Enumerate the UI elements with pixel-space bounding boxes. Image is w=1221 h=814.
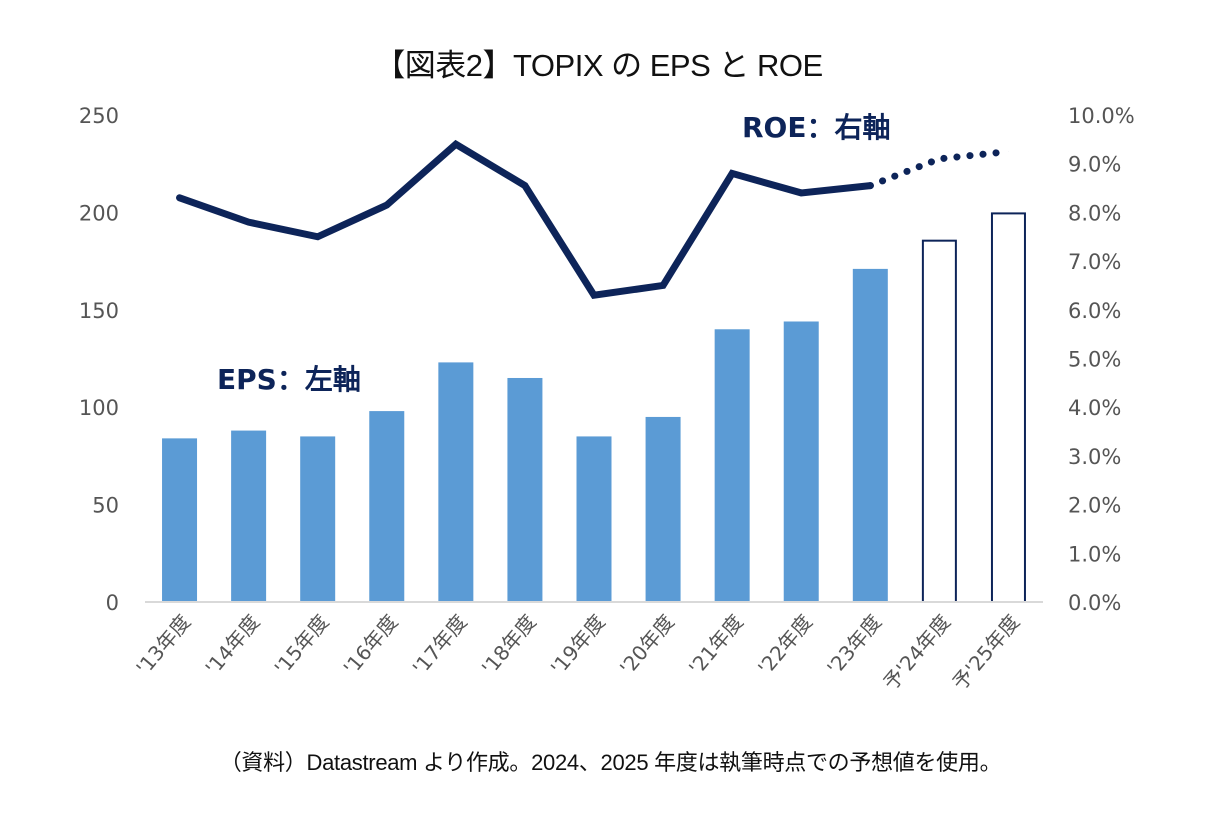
eps-annotation: EPS：左軸 xyxy=(217,363,361,396)
x-tick-label: 予'25年度 xyxy=(947,610,1024,695)
x-tick-label: '22年度 xyxy=(753,610,817,680)
right-tick-label: 2.0% xyxy=(1068,494,1121,518)
eps-bar xyxy=(231,430,267,602)
right-tick-label: 8.0% xyxy=(1068,201,1121,225)
left-axis: 0 50 100 150 200 250 xyxy=(79,104,119,615)
left-tick-label: 50 xyxy=(92,494,119,518)
right-tick-label: 9.0% xyxy=(1068,153,1121,177)
x-tick-label: '13年度 xyxy=(131,610,195,680)
roe-line-forecast xyxy=(866,148,1012,190)
roe-line-actual xyxy=(176,139,874,299)
eps-bar xyxy=(507,377,543,602)
x-tick-label: 予'24年度 xyxy=(878,610,955,695)
chart-title-text: 【図表2】TOPIX の EPS と ROE xyxy=(374,48,823,83)
right-tick-label: 10.0% xyxy=(1068,104,1135,128)
x-tick-label: '18年度 xyxy=(477,610,541,680)
eps-bar-forecast xyxy=(990,212,1026,603)
eps-bar xyxy=(714,329,750,602)
eps-bar xyxy=(369,411,405,602)
eps-bar xyxy=(300,436,336,602)
eps-bar xyxy=(852,268,888,602)
roe-line xyxy=(176,139,1012,299)
x-tick-label: '19年度 xyxy=(546,610,610,680)
x-tick-label: '14年度 xyxy=(200,610,264,680)
x-tick-label: '23年度 xyxy=(822,610,886,680)
eps-bar-forecast xyxy=(921,239,957,603)
x-tick-label: '16年度 xyxy=(339,610,403,680)
right-tick-label: 1.0% xyxy=(1068,542,1121,566)
x-axis: '13年度 '14年度 '15年度 '16年度 '17年度 '18年度 '19年度 '20年度… xyxy=(131,610,1024,695)
chart-title: 【図表2】TOPIX の EPS と ROE xyxy=(0,40,1221,85)
eps-bar xyxy=(645,416,681,602)
right-tick-label: 7.0% xyxy=(1068,250,1121,274)
source-note: （資料）Datastream より作成。2024、2025 年度は執筆時点での予… xyxy=(219,750,1002,775)
x-tick-label: '15年度 xyxy=(270,610,334,680)
eps-bars xyxy=(162,212,1026,603)
left-tick-label: 150 xyxy=(79,299,119,323)
x-tick-label: '21年度 xyxy=(684,610,748,680)
left-tick-label: 200 xyxy=(79,201,119,225)
eps-bar xyxy=(438,362,474,602)
right-tick-label: 4.0% xyxy=(1068,396,1121,420)
roe-annotation: ROE：右軸 xyxy=(742,111,891,144)
eps-bar xyxy=(162,438,198,602)
right-axis: 0.0% 1.0% 2.0% 3.0% 4.0% 5.0% 6.0% 7.0% 8.0% 9.0%… xyxy=(1068,104,1135,615)
right-tick-label: 5.0% xyxy=(1068,348,1121,372)
x-tick-label: '17年度 xyxy=(408,610,472,680)
x-tick-label: '20年度 xyxy=(615,610,679,680)
left-tick-label: 250 xyxy=(79,104,119,128)
left-tick-label: 100 xyxy=(79,396,119,420)
eps-bar xyxy=(576,436,612,602)
right-tick-label: 6.0% xyxy=(1068,299,1121,323)
right-tick-label: 3.0% xyxy=(1068,445,1121,469)
right-tick-label: 0.0% xyxy=(1068,591,1121,615)
left-tick-label: 0 xyxy=(106,591,119,615)
eps-bar xyxy=(783,321,819,602)
